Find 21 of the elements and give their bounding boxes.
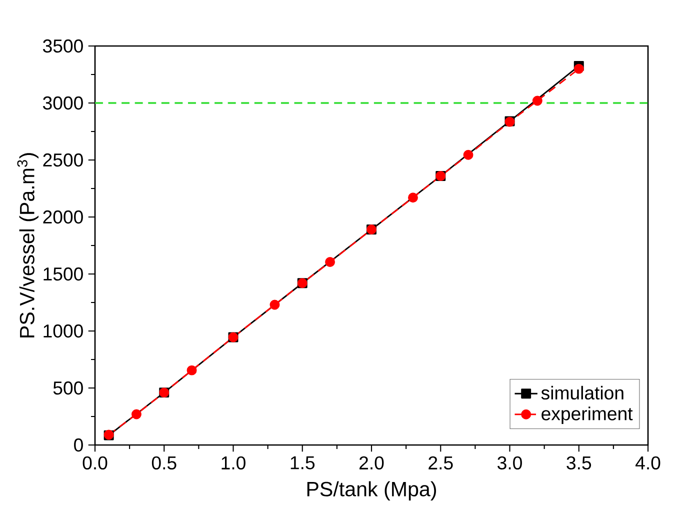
x-tick-label: 3.0 [498,456,522,470]
y-tick-label: 3000 [43,96,83,110]
x-tick-label: 2.5 [428,456,453,470]
y-tick-label: 1000 [44,324,83,338]
y-tick-label: 3500 [43,39,83,53]
y-tick-label: 500 [53,381,83,395]
y-tick-label: 1500 [44,267,83,281]
x-tick-label: 0.5 [152,456,176,470]
x-tick-label: 2.0 [360,456,384,470]
legend-label: experiment [542,406,633,424]
y-tick-label: 2000 [43,210,83,224]
x-tick-label: 0.0 [82,456,108,470]
legend-label: simulation [541,386,624,400]
x-tick-label: 3.5 [566,456,592,470]
y-axis-title: PS.V/vessel (Pa.m$^{3}$) [17,153,38,338]
y-tick-label: 0 [74,438,83,452]
x-tick-label: 4.0 [635,456,660,470]
y-tick-label: 2500 [43,153,83,167]
x-tick-label: 1.5 [290,456,315,470]
x-tick-label: 1.0 [222,456,246,470]
x-axis-title: PS/tank (Mpa) [307,481,436,500]
